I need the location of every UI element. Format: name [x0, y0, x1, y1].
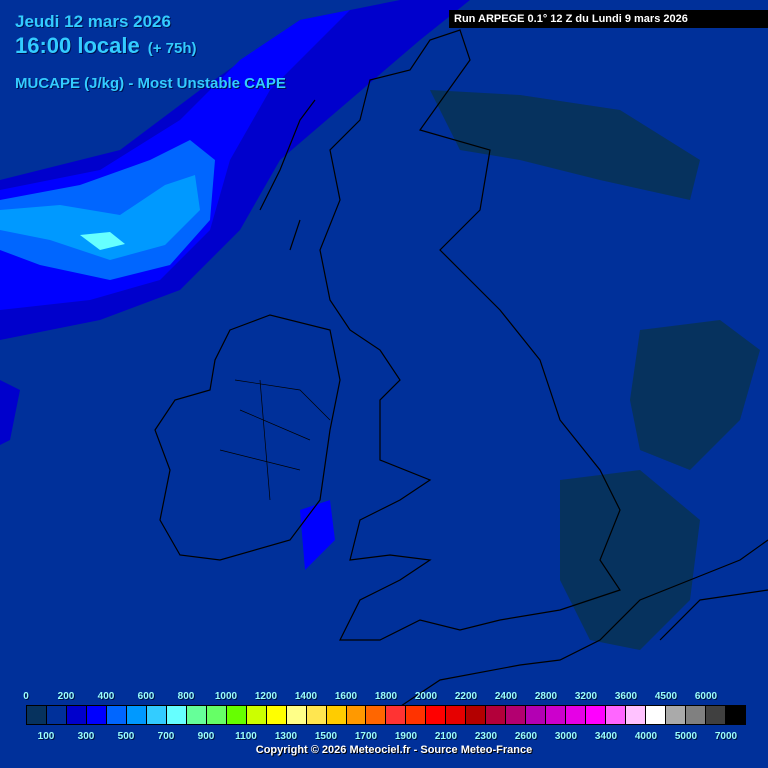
legend-swatch: [586, 706, 607, 724]
legend-label-top: 2200: [454, 691, 478, 702]
legend-swatch: [705, 706, 726, 724]
france-coast: [379, 539, 768, 721]
legend-swatch: [666, 706, 686, 724]
legend-label-bottom: 2300: [474, 731, 498, 742]
legend-label-top: 1200: [254, 691, 278, 702]
legend-swatch: [386, 706, 407, 724]
legend-label-bottom: 1900: [394, 731, 418, 742]
legend-label-top: 0: [23, 691, 29, 702]
legend-label-top: 3600: [614, 691, 638, 702]
legend-label-top: 1400: [294, 691, 318, 702]
legend-swatch: [426, 706, 447, 724]
legend-swatch: [266, 706, 287, 724]
legend-label-top: 6000: [694, 691, 718, 702]
run-info: Run ARPEGE 0.1° 12 Z du Lundi 9 mars 202…: [449, 10, 768, 28]
legend-swatch: [126, 706, 147, 724]
legend-swatch: [346, 706, 367, 724]
legend-label-bottom: 700: [157, 731, 175, 742]
legend-label-bottom: 2600: [514, 731, 538, 742]
legend-swatch: [106, 706, 127, 724]
cape-band: [0, 0, 470, 570]
legend-label-bottom: 900: [197, 731, 215, 742]
legend-swatch: [86, 706, 107, 724]
legend-label-bottom: 500: [117, 731, 135, 742]
legend-label-top: 800: [177, 691, 195, 702]
legend-swatch: [685, 706, 706, 724]
legend-label-top: 1800: [374, 691, 398, 702]
local-time: 16:00 locale: [15, 33, 140, 58]
copyright: Copyright © 2026 Meteociel.fr - Source M…: [255, 744, 533, 756]
legend-label-top: 1000: [214, 691, 238, 702]
legend-swatch: [226, 706, 247, 724]
legend-swatch: [606, 706, 627, 724]
legend-swatch: [27, 706, 47, 724]
lead-time: (+ 75h): [147, 40, 197, 57]
great-britain-outline: [319, 29, 621, 641]
legend-label-bottom: 1500: [314, 731, 338, 742]
legend-swatch: [366, 706, 387, 724]
legend-label-bottom: 100: [37, 731, 55, 742]
legend-label-bottom: 5000: [674, 731, 698, 742]
legend-label-bottom: 2100: [434, 731, 458, 742]
legend-label-top: 400: [97, 691, 115, 702]
legend-label-bottom: 1300: [274, 731, 298, 742]
low-cape-zones: [430, 90, 760, 650]
hebrides: [259, 99, 316, 251]
legend-swatch: [526, 706, 547, 724]
legend-label-bottom: 4000: [634, 731, 658, 742]
legend-swatch: [446, 706, 467, 724]
legend-label-top: 1600: [334, 691, 358, 702]
legend-swatch: [646, 706, 666, 724]
legend-swatch: [506, 706, 527, 724]
legend-swatch: [186, 706, 207, 724]
forecast-date: Jeudi 12 mars 2026: [15, 12, 171, 31]
legend-label-top: 2000: [414, 691, 438, 702]
legend-label-top: 4500: [654, 691, 678, 702]
legend-swatch: [286, 706, 307, 724]
legend-swatch: [466, 706, 487, 724]
ireland-counties: [219, 379, 331, 501]
legend-label-bottom: 1100: [235, 731, 257, 742]
legend-swatch: [546, 706, 567, 724]
legend-swatch: [486, 706, 507, 724]
ireland-outline: [154, 314, 341, 561]
legend-swatch: [146, 706, 167, 724]
legend-label-bottom: 7000: [714, 731, 738, 742]
forecast-time: 16:00 locale (+ 75h): [15, 33, 197, 59]
coastlines: [154, 29, 768, 721]
legend-swatch: [66, 706, 87, 724]
legend-label-top: 200: [57, 691, 75, 702]
legend-swatch: [166, 706, 187, 724]
legend-label-bottom: 300: [77, 731, 95, 742]
legend-label-top: 2800: [534, 691, 558, 702]
legend-swatch: [725, 706, 745, 724]
legend-label-bottom: 3000: [554, 731, 578, 742]
legend-label-top: 2400: [494, 691, 518, 702]
legend-swatch: [46, 706, 67, 724]
legend-swatch: [406, 706, 427, 724]
color-legend: [26, 705, 746, 725]
legend-swatch: [206, 706, 227, 724]
legend-label-bottom: 3400: [594, 731, 618, 742]
legend-swatch: [246, 706, 267, 724]
legend-swatch: [566, 706, 587, 724]
legend-label-top: 600: [137, 691, 155, 702]
legend-swatch: [326, 706, 347, 724]
legend-label-top: 3200: [574, 691, 598, 702]
legend-label-bottom: 1700: [354, 731, 378, 742]
legend-swatch: [306, 706, 327, 724]
parameter-title: MUCAPE (J/kg) - Most Unstable CAPE: [15, 75, 286, 92]
legend-swatch: [626, 706, 647, 724]
